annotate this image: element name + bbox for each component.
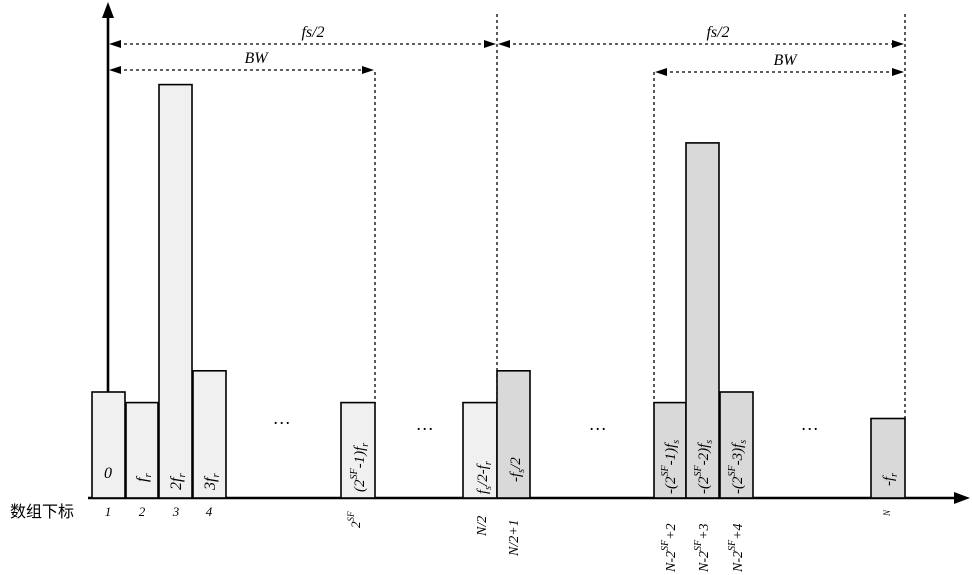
span-right-fs-label: fs/2 <box>706 24 729 41</box>
bar-negative-2 <box>685 142 720 499</box>
ellipsis-4: … <box>802 414 818 434</box>
bar-fr <box>125 401 159 499</box>
span-left-fs: fs/2 <box>109 24 496 48</box>
index-label-n-2sf-2: N-2SF+2 <box>660 523 679 573</box>
bar-negative-3 <box>719 391 754 499</box>
index-label-2: 2 <box>139 504 146 519</box>
bar-negative-fr <box>870 417 906 499</box>
ellipsis-2: … <box>417 414 433 434</box>
index-label-n-2sf-4: N-2SF+4 <box>727 523 746 573</box>
ellipsis-3: … <box>590 414 606 434</box>
bar-negative-nyquist <box>496 369 531 499</box>
inner-label-0: 0 <box>104 465 112 482</box>
index-label-n2: N/2 <box>475 516 490 537</box>
bar-2fr <box>158 83 193 499</box>
index-label-3: 3 <box>172 504 180 519</box>
inner-label-neg-3: -(2SF-3)fs <box>727 440 749 494</box>
index-label-2sf: 2SF <box>346 511 363 528</box>
ellipsis-1: … <box>274 408 290 428</box>
span-right-bw-label: BW <box>773 52 798 69</box>
span-right-fs: fs/2 <box>498 24 904 48</box>
index-label-n2-plus-1: N/2+1 <box>507 519 522 557</box>
y-axis-arrow <box>102 2 114 18</box>
inner-label-fs2-fr: fs/2-fr <box>475 461 494 494</box>
span-right-bw: BW <box>655 52 904 76</box>
span-left-fs-label: fs/2 <box>301 24 324 41</box>
inner-label-max: (2SF-1)fr <box>349 443 371 492</box>
span-left-bw: BW <box>109 50 374 74</box>
span-left-bw-label: BW <box>244 50 269 67</box>
inner-label-fr: fr <box>134 473 154 482</box>
bar-dc <box>91 391 126 499</box>
bar-negative-1 <box>653 401 687 499</box>
x-axis-arrow <box>954 492 970 504</box>
inner-label-neg-fs2: -fs/2 <box>508 457 527 482</box>
x-axis-title: 数组下标 <box>10 502 74 521</box>
index-label-n: N <box>882 509 892 517</box>
bar-nyquist-minus-fr <box>462 401 498 499</box>
index-label-1: 1 <box>105 504 112 519</box>
index-label-n-2sf-3: N-2SF+3 <box>693 523 712 573</box>
bar-max-positive <box>340 401 376 499</box>
bar-3fr <box>192 369 227 499</box>
index-label-4: 4 <box>206 504 213 519</box>
